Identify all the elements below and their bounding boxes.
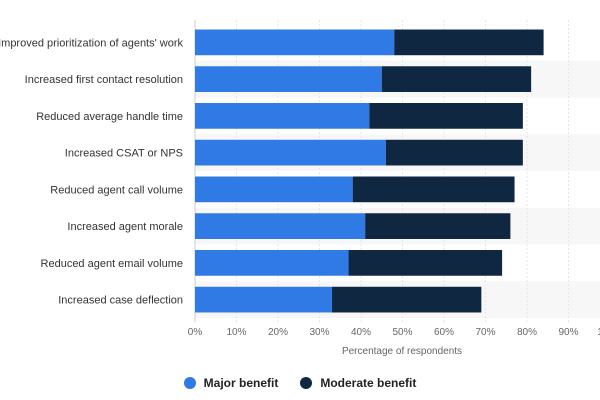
legend-item-moderate[interactable]: Moderate benefit bbox=[300, 376, 416, 390]
legend-label-moderate: Moderate benefit bbox=[320, 376, 417, 390]
category-label: Reduced average handle time bbox=[36, 111, 183, 123]
x-tick-label: 80% bbox=[517, 327, 537, 338]
x-tick-label: 60% bbox=[434, 327, 454, 338]
bar-major[interactable] bbox=[195, 176, 353, 203]
x-tick-label: 0% bbox=[188, 327, 203, 338]
x-tick-label: 40% bbox=[351, 327, 371, 338]
x-tick-label: 50% bbox=[392, 327, 412, 338]
category-label: Improved prioritization of agents' work bbox=[0, 37, 183, 49]
x-tick-label: 10% bbox=[226, 327, 246, 338]
bar-moderate[interactable] bbox=[381, 66, 532, 92]
legend-label-major: Major benefit bbox=[203, 376, 279, 390]
bar-major[interactable] bbox=[195, 29, 395, 56]
bar-major[interactable] bbox=[195, 139, 386, 166]
chart: Improved prioritization of agents' work I… bbox=[0, 20, 600, 357]
legend-item-major[interactable]: Major benefit bbox=[183, 376, 279, 390]
category-label: Reduced agent email volume bbox=[41, 258, 183, 270]
legend-swatch-moderate bbox=[300, 377, 313, 389]
category-label: Increased case deflection bbox=[58, 295, 183, 307]
bar-moderate[interactable] bbox=[365, 213, 511, 239]
bar-moderate[interactable] bbox=[394, 29, 544, 56]
x-tick-label: 100% bbox=[597, 327, 600, 338]
category-label: Increased CSAT or NPS bbox=[65, 148, 183, 160]
legend: Major benefit Moderate benefit bbox=[0, 376, 600, 390]
x-tick-label: 70% bbox=[475, 327, 495, 338]
bar-moderate[interactable] bbox=[348, 250, 503, 276]
bar-major[interactable] bbox=[195, 286, 332, 313]
x-tick-label: 20% bbox=[268, 327, 288, 338]
bar-major[interactable] bbox=[195, 66, 382, 92]
bar-major[interactable] bbox=[195, 213, 366, 239]
category-label: Reduced agent call volume bbox=[50, 184, 183, 196]
bar-moderate[interactable] bbox=[352, 176, 515, 203]
bars bbox=[195, 29, 544, 313]
category-label: Increased first contact resolution bbox=[25, 74, 183, 86]
category-labels: Improved prioritization of agents' work I… bbox=[0, 37, 183, 306]
legend-swatch-major bbox=[183, 377, 196, 389]
bar-major[interactable] bbox=[195, 250, 349, 276]
tick-labels: 0% 10% 20% 30% 40% 50% 60% 70% 80% 90% 100% bbox=[188, 327, 600, 338]
bar-moderate[interactable] bbox=[369, 103, 523, 129]
bar-major[interactable] bbox=[195, 103, 370, 129]
x-axis-title: Percentage of respondents bbox=[342, 346, 462, 357]
x-tick-label: 90% bbox=[558, 327, 578, 338]
category-label: Increased agent morale bbox=[67, 221, 183, 233]
bar-moderate[interactable] bbox=[385, 139, 523, 166]
x-tick-label: 30% bbox=[309, 327, 329, 338]
bar-moderate[interactable] bbox=[331, 286, 482, 313]
